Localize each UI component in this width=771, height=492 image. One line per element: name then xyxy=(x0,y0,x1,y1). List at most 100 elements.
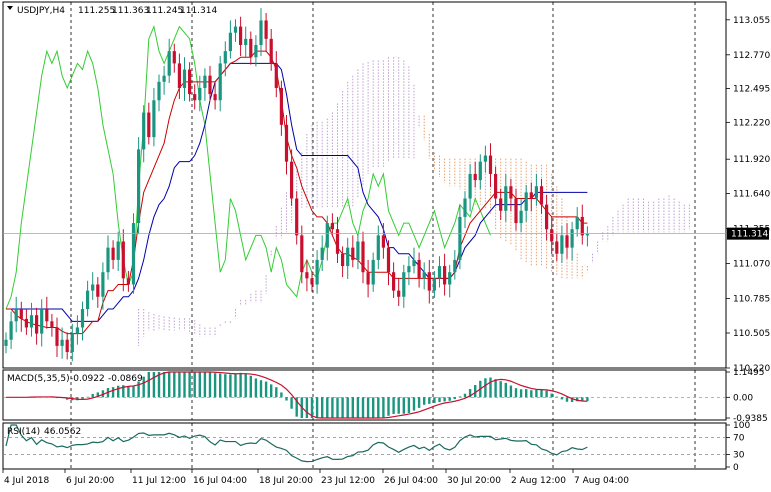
bear-candle xyxy=(341,253,345,267)
bull-candle xyxy=(91,284,95,291)
bull-candle xyxy=(453,259,457,273)
y-tick-label: 113.055 xyxy=(733,16,770,26)
bear-candle xyxy=(488,155,493,174)
bull-candle xyxy=(116,241,120,260)
bull-candle xyxy=(519,210,523,224)
bear-candle xyxy=(427,272,431,291)
bear-candle xyxy=(310,278,314,285)
macd-main-value: -0.0922 xyxy=(70,374,105,384)
rsi-tick-label: 70 xyxy=(733,434,745,444)
bull-candle xyxy=(356,241,360,260)
rsi-panel[interactable] xyxy=(2,422,727,470)
bear-candle xyxy=(55,327,59,346)
y-tick-label: 111.920 xyxy=(733,155,770,165)
bull-candle xyxy=(182,69,187,88)
bull-candle xyxy=(524,192,528,211)
bear-candle xyxy=(335,229,340,254)
bull-candle xyxy=(463,198,467,217)
macd-tick-label: -0.9385 xyxy=(733,414,768,424)
macd-name: MACD(5,35,5) xyxy=(7,374,70,384)
bear-candle xyxy=(126,278,130,285)
bull-candle xyxy=(167,51,171,76)
bear-candle xyxy=(417,259,421,279)
bear-candle xyxy=(539,186,544,205)
bear-candle xyxy=(177,63,181,88)
bull-candle xyxy=(80,309,85,328)
x-tick-label: 4 Jul 2018 xyxy=(4,476,49,486)
close-price: 111.314 xyxy=(180,6,217,16)
chikou-span-line xyxy=(5,24,491,310)
bear-candle xyxy=(361,241,365,273)
bear-candle xyxy=(295,198,299,236)
rsi-tick-label: 100 xyxy=(733,421,750,431)
bull-candle xyxy=(101,272,105,297)
bull-candle xyxy=(228,32,232,52)
price-axis: 113.055 112.770 112.495 112.220 111.920 111.6… xyxy=(726,16,770,374)
bull-candle xyxy=(70,333,74,353)
bear-candle xyxy=(290,161,294,199)
y-tick-label: 111.070 xyxy=(733,260,770,270)
bear-candle xyxy=(208,75,212,95)
bull-candle xyxy=(152,100,156,138)
bull-candle xyxy=(162,75,166,82)
y-tick-label: 110.785 xyxy=(733,295,770,305)
bear-candle xyxy=(494,173,498,199)
bull-candle xyxy=(560,235,564,254)
bear-candle xyxy=(330,223,334,230)
bull-candle xyxy=(315,259,319,285)
bull-candle xyxy=(244,38,248,45)
bull-candle xyxy=(570,229,574,248)
bear-candle xyxy=(111,247,115,260)
bull-candle xyxy=(40,309,44,334)
x-tick-label: 23 Jul 12:00 xyxy=(321,476,375,486)
bear-candle xyxy=(392,272,396,291)
bull-candle xyxy=(75,327,79,334)
bear-candle xyxy=(550,229,554,242)
bear-candle xyxy=(213,94,217,101)
bear-candle xyxy=(397,290,401,297)
bull-candle xyxy=(448,272,452,285)
time-axis: 4 Jul 2018 6 Jul 20:00 11 Jul 12:00 16 Jul … xyxy=(2,469,629,486)
y-tick-label: 112.495 xyxy=(733,85,770,95)
bear-candle xyxy=(35,315,39,334)
bear-candle xyxy=(264,20,268,39)
bull-candle xyxy=(575,216,579,230)
candlesticks xyxy=(4,8,589,362)
rsi-value: 46.0562 xyxy=(44,427,81,437)
y-tick-label: 112.770 xyxy=(733,51,770,61)
current-price-value: 111.314 xyxy=(731,230,768,240)
bull-candle xyxy=(407,266,411,273)
bull-candle xyxy=(142,112,146,150)
vertical-grid xyxy=(70,2,696,469)
bull-candle xyxy=(422,272,426,279)
bear-candle xyxy=(529,192,533,199)
bear-candle xyxy=(381,235,385,248)
symbol-label: USDJPY,H4 xyxy=(17,6,65,16)
bull-candle xyxy=(60,339,64,346)
bear-candle xyxy=(249,38,253,58)
bull-candle xyxy=(320,247,324,260)
bull-candle xyxy=(478,161,482,181)
bull-candle xyxy=(432,278,436,291)
bear-candle xyxy=(279,87,283,125)
chart-menu-triangle-icon[interactable] xyxy=(7,6,13,10)
x-tick-label: 16 Jul 04:00 xyxy=(193,476,247,486)
bear-candle xyxy=(284,124,289,162)
bear-candle xyxy=(509,186,513,199)
bull-candle xyxy=(157,81,161,101)
rsi-line xyxy=(5,424,588,463)
macd-signal-line xyxy=(6,371,588,419)
bull-candle xyxy=(223,51,227,64)
main-price-panel[interactable] xyxy=(2,1,727,369)
bear-candle xyxy=(96,284,100,297)
rsi-tick-label: 30 xyxy=(733,450,745,460)
bull-candle xyxy=(437,266,442,279)
bear-candle xyxy=(386,247,391,273)
x-tick-label: 2 Aug 12:00 xyxy=(511,476,566,486)
bear-candle xyxy=(305,272,309,279)
bear-candle xyxy=(565,235,569,248)
bear-candle xyxy=(274,63,278,88)
bear-candle xyxy=(19,309,23,319)
x-tick-label: 26 Jul 04:00 xyxy=(384,476,438,486)
